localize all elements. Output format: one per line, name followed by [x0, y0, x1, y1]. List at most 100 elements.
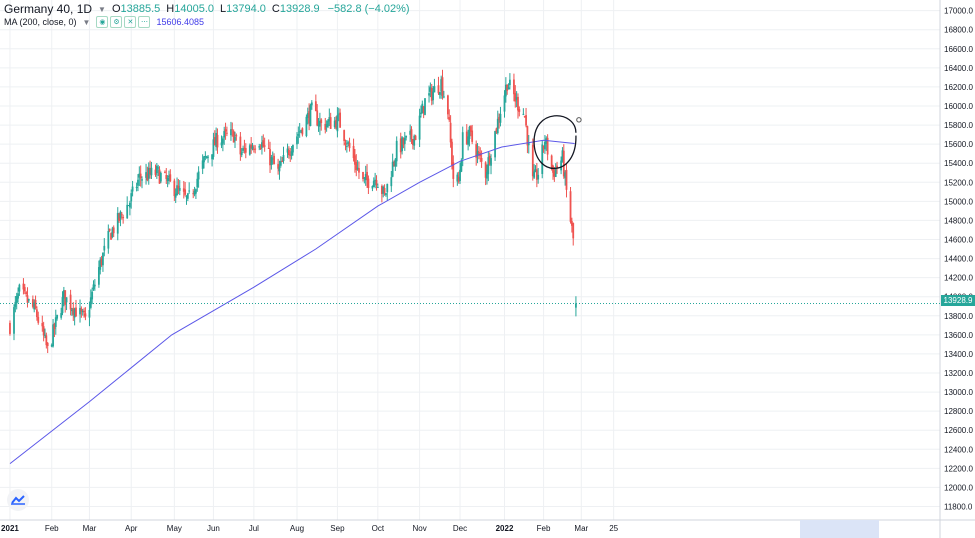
time-axis-label: Oct [372, 524, 385, 533]
candle-body [330, 117, 332, 129]
candle-body [126, 205, 128, 218]
tradingview-logo-icon[interactable] [7, 489, 29, 511]
price-axis-label: 16000.0 [944, 102, 973, 111]
candle-body [337, 115, 339, 131]
candle-body [439, 92, 441, 95]
candle-body [164, 172, 166, 173]
candle-body [358, 168, 360, 172]
candle-body [415, 136, 417, 140]
legend: Germany 40, 1D ▼ O13885.5 H14005.0 L1379… [0, 0, 940, 32]
time-axis-label: Apr [125, 524, 138, 533]
ma-label[interactable]: MA (200, close, 0) [4, 17, 77, 27]
time-axis-label: Aug [290, 524, 304, 533]
candle-body [560, 161, 562, 171]
ohlc-low: L13794.0 [220, 3, 266, 15]
more-icon[interactable]: ⋯ [138, 16, 150, 28]
candle-body [264, 145, 266, 146]
candle-body [239, 137, 241, 155]
candle-body [448, 117, 450, 120]
ma-value: 15606.4085 [156, 17, 204, 27]
candle-body [188, 190, 190, 191]
candle-body [301, 128, 303, 134]
ohlc-open: O13885.5 [112, 3, 160, 15]
candle-body [130, 193, 132, 201]
time-axis-label: Dec [453, 524, 467, 533]
candle-body [478, 152, 480, 153]
settings-icon[interactable]: ⚙ [110, 16, 122, 28]
chevron-down-icon[interactable]: ▼ [98, 5, 106, 14]
candle-body [62, 297, 64, 313]
candle-body [345, 143, 347, 145]
candle-body [518, 109, 520, 112]
candle-body [504, 95, 506, 111]
time-axis-label: Nov [412, 524, 426, 533]
candle-body [405, 136, 407, 138]
price-axis-label: 16200.0 [944, 83, 973, 92]
price-axis-label: 16800.0 [944, 26, 973, 35]
candle-body [497, 119, 499, 133]
candle-body [447, 95, 449, 114]
price-axis-label: 13000.0 [944, 388, 973, 397]
candle-body [207, 157, 209, 158]
candle-body [288, 150, 290, 155]
candle-body [346, 146, 348, 147]
candle-body [167, 178, 169, 181]
price-axis-label: 14800.0 [944, 216, 973, 225]
candle-body [471, 131, 473, 142]
candle-body [233, 131, 235, 142]
candle-body [137, 180, 139, 186]
price-change: −582.8 (−4.02%) [328, 3, 410, 15]
candle-body [443, 96, 445, 97]
candle-body [513, 80, 515, 95]
candle-body [56, 315, 58, 319]
candle-body [122, 217, 124, 218]
candle-body [27, 295, 29, 302]
symbol-legend: Germany 40, 1D ▼ O13885.5 H14005.0 L1379… [4, 2, 410, 16]
candle-body [195, 189, 197, 193]
candle-body [179, 188, 181, 191]
candle-body [187, 194, 189, 199]
candle-body [113, 227, 115, 233]
candle-body [225, 129, 227, 131]
candle-body [481, 158, 483, 162]
price-axis-label: 14400.0 [944, 255, 973, 264]
candle-body [17, 293, 19, 298]
price-axis-label: 14200.0 [944, 274, 973, 283]
price-axis-label: 11800.0 [944, 503, 973, 512]
candle-body [419, 116, 421, 140]
close-icon[interactable]: ✕ [124, 16, 136, 28]
candle-body [241, 152, 243, 155]
candle-body [141, 179, 143, 180]
candle-body [235, 135, 237, 136]
candle-body [66, 297, 68, 302]
candle-body [151, 168, 153, 175]
annotation-handle [577, 118, 581, 122]
chevron-down-icon[interactable]: ▼ [83, 18, 91, 27]
candle-body [254, 149, 256, 150]
price-axis-label: 13200.0 [944, 369, 973, 378]
candle-body [75, 308, 77, 317]
candle-body [231, 129, 233, 130]
candle-body [411, 129, 413, 139]
candle-body [60, 313, 62, 318]
candle-body [541, 145, 543, 174]
candle-body [572, 223, 574, 238]
candle-body [517, 97, 519, 111]
symbol-title[interactable]: Germany 40, 1D [4, 2, 92, 16]
time-axis-label: May [167, 524, 182, 533]
price-axis-label: 15800.0 [944, 121, 973, 130]
price-axis-label: 14600.0 [944, 236, 973, 245]
candle-body [367, 179, 369, 188]
candle-body [460, 160, 462, 171]
candle-body [566, 170, 568, 190]
candle-body [203, 157, 205, 163]
candle-body [160, 173, 162, 181]
price-axis-label: 16400.0 [944, 64, 973, 73]
eye-icon[interactable]: ◉ [96, 16, 108, 28]
candle-body [89, 310, 91, 318]
candle-body [222, 138, 224, 143]
candle-body [525, 115, 527, 125]
candle-body [217, 135, 219, 147]
candle-body [349, 143, 351, 148]
